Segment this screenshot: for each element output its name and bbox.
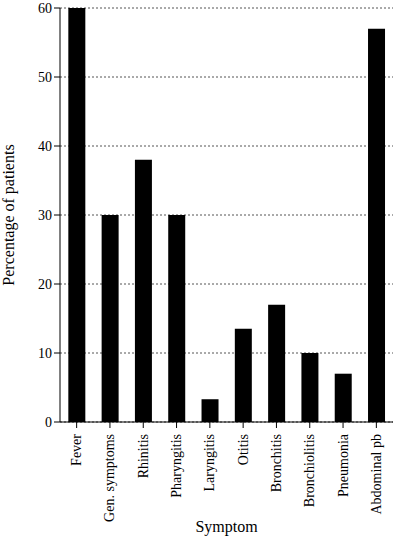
svg-text:Pneumonia: Pneumonia <box>336 433 351 497</box>
svg-text:Rhinitis: Rhinitis <box>136 434 151 478</box>
svg-text:Laryngitis: Laryngitis <box>202 434 217 492</box>
svg-text:Symptom: Symptom <box>195 518 258 536</box>
svg-text:Otitis: Otitis <box>236 434 251 465</box>
svg-text:0: 0 <box>45 415 52 430</box>
svg-text:10: 10 <box>38 346 52 361</box>
svg-text:30: 30 <box>38 208 52 223</box>
svg-text:20: 20 <box>38 277 52 292</box>
svg-text:Bronchiolitis: Bronchiolitis <box>302 434 317 507</box>
svg-text:Fever: Fever <box>69 434 84 466</box>
svg-text:Percentage of patients: Percentage of patients <box>8 144 18 285</box>
svg-text:50: 50 <box>38 70 52 85</box>
svg-text:60: 60 <box>38 1 52 16</box>
svg-text:Gen. symptoms: Gen. symptoms <box>102 434 117 522</box>
svg-text:Abdominal pb: Abdominal pb <box>369 434 384 515</box>
svg-text:Bronchitis: Bronchitis <box>269 434 284 492</box>
svg-text:Pharyngitis: Pharyngitis <box>169 434 184 498</box>
svg-text:40: 40 <box>38 139 52 154</box>
